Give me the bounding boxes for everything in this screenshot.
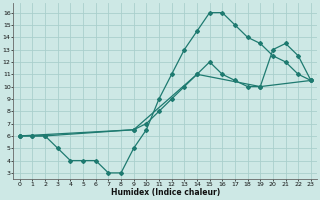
X-axis label: Humidex (Indice chaleur): Humidex (Indice chaleur) <box>111 188 220 197</box>
